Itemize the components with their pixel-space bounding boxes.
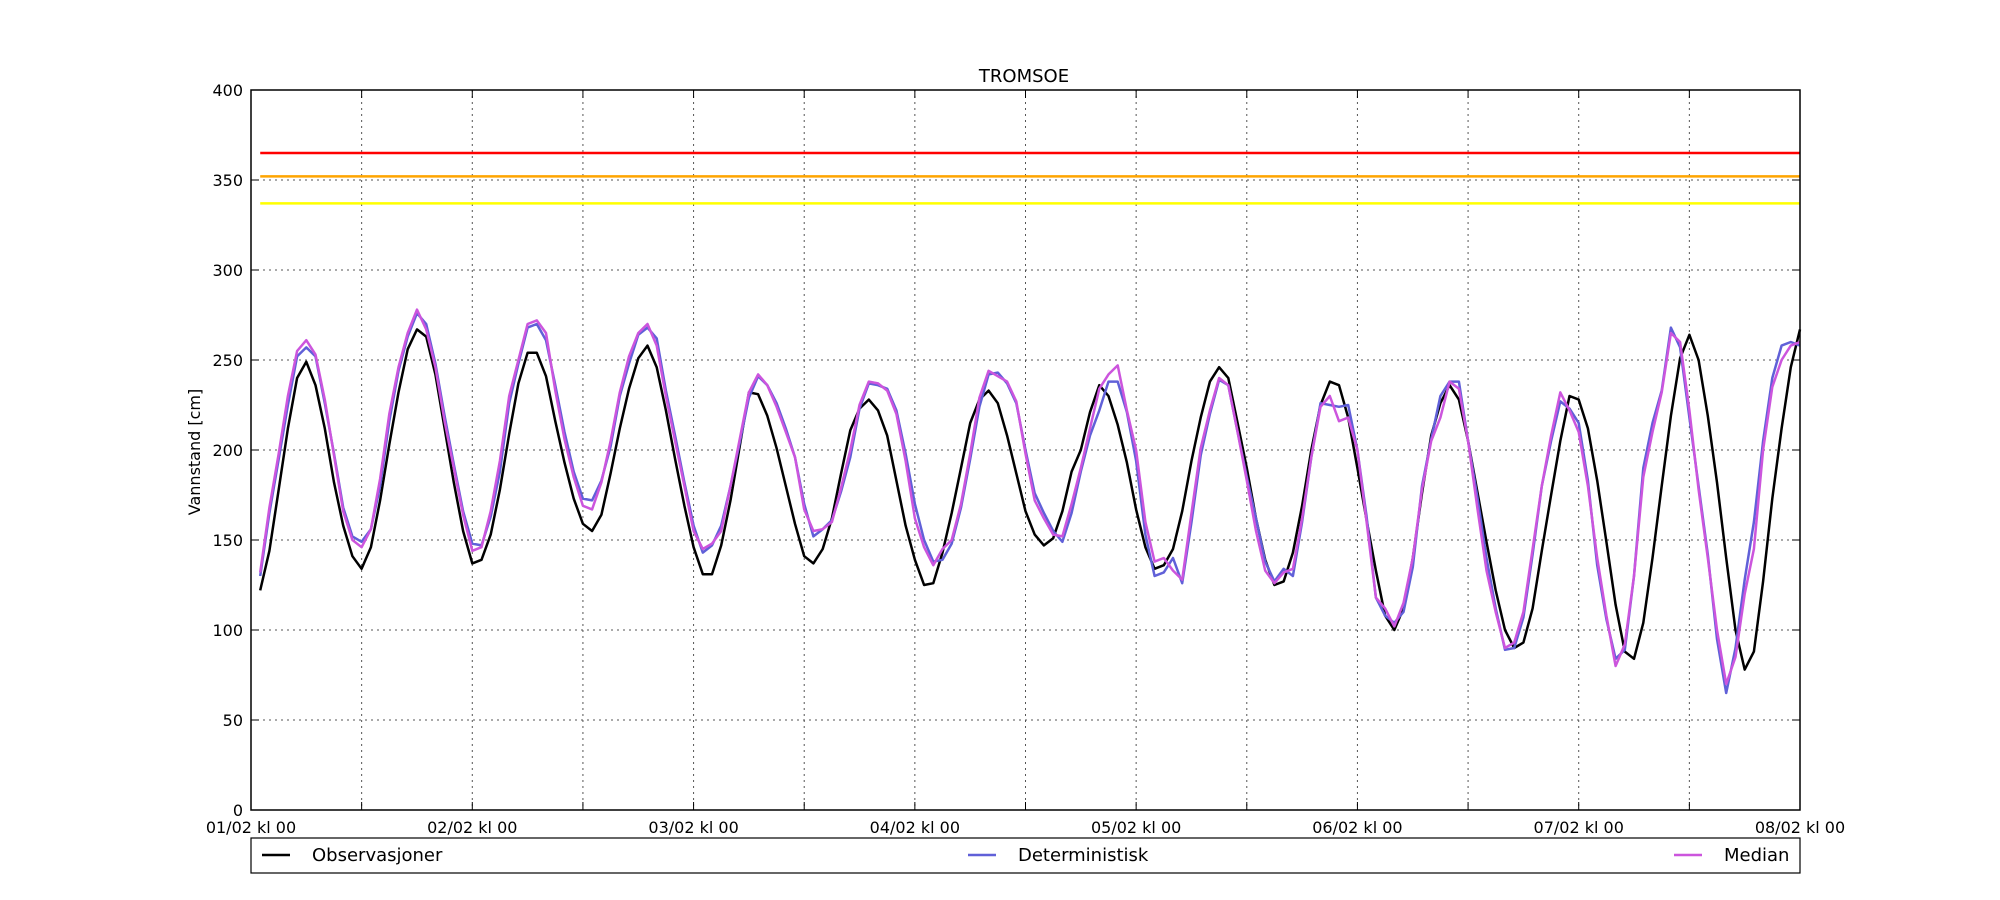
y-tick-label: 150 — [212, 531, 243, 550]
y-tick-label: 350 — [212, 171, 243, 190]
axis-ticks: 0 50 100 150 200 250 300 350 400 01/02 kl 00 02/02… — [206, 81, 1845, 837]
y-tick-label: 100 — [212, 621, 243, 640]
y-tick-label: 50 — [223, 711, 243, 730]
x-tick-label: 05/02 kl 00 — [1091, 818, 1181, 837]
y-tick-label: 0 — [233, 801, 243, 820]
series-line-observasjoner — [258, 328, 1802, 671]
legend-label: Observasjoner — [312, 845, 443, 866]
x-tick-label: 03/02 kl 00 — [648, 818, 738, 837]
x-tick-label: 07/02 kl 00 — [1534, 818, 1624, 837]
series-line-median — [258, 308, 1801, 686]
x-tick-label: 04/02 kl 00 — [870, 818, 960, 837]
y-tick-label: 300 — [212, 261, 243, 280]
threshold-lines — [260, 151, 1800, 205]
series-layer — [258, 308, 1802, 695]
legend-label: Median — [1724, 845, 1789, 866]
y-tick-label: 250 — [212, 351, 243, 370]
x-tick-label: 01/02 kl 00 — [206, 818, 296, 837]
x-tick-label: 06/02 kl 00 — [1312, 818, 1402, 837]
chart-title: TROMSOE — [978, 66, 1069, 87]
legend-label: Deterministisk — [1018, 845, 1149, 866]
x-tick-label: 08/02 kl 00 — [1755, 818, 1845, 837]
x-tick-label: 02/02 kl 00 — [427, 818, 517, 837]
y-tick-label: 200 — [212, 441, 243, 460]
legend-box — [250, 837, 1801, 874]
legend: Observasjoner Deterministisk Median — [250, 837, 1801, 874]
y-axis-label: Vannstand [cm] — [185, 389, 204, 515]
y-tick-label: 400 — [212, 81, 243, 100]
